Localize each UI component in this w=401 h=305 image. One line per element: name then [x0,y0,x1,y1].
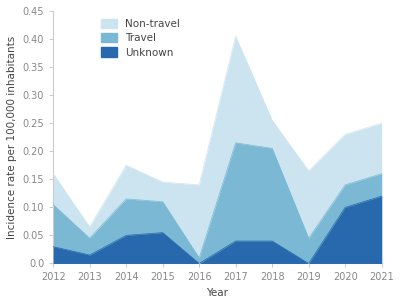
Legend: Non-travel, Travel, Unknown: Non-travel, Travel, Unknown [101,19,180,58]
X-axis label: Year: Year [207,288,229,298]
Y-axis label: Incidence rate per 100,000 inhabitants: Incidence rate per 100,000 inhabitants [7,36,17,239]
